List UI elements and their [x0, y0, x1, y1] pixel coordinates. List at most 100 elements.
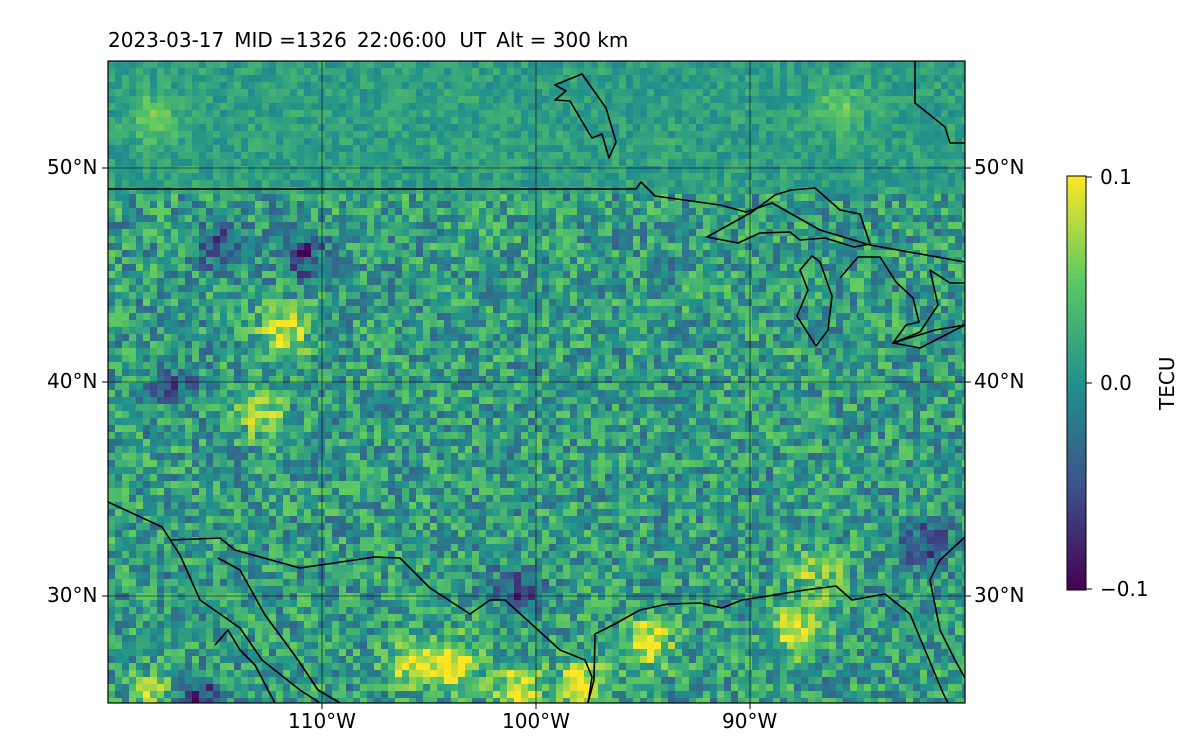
heatmap-cell — [570, 208, 578, 216]
heatmap-cell — [829, 187, 837, 195]
heatmap-cell — [927, 68, 935, 76]
heatmap-cell — [360, 327, 368, 335]
heatmap-cell — [409, 292, 417, 300]
heatmap-cell — [864, 166, 872, 174]
heatmap-cell — [885, 320, 893, 328]
heatmap-cell — [808, 173, 816, 181]
heatmap-cell — [535, 201, 543, 209]
heatmap-cell — [822, 152, 830, 160]
heatmap-cell — [843, 68, 851, 76]
heatmap-cell — [311, 313, 319, 321]
heatmap-cell — [577, 341, 585, 349]
heatmap-cell — [402, 229, 410, 237]
heatmap-cell — [836, 103, 844, 111]
heatmap-cell — [584, 271, 592, 279]
heatmap-cell — [388, 285, 396, 293]
heatmap-cell — [164, 180, 172, 188]
heatmap-cell — [500, 61, 508, 69]
heatmap-cell — [199, 145, 207, 153]
heatmap-cell — [381, 222, 389, 230]
heatmap-cell — [773, 159, 781, 167]
heatmap-cell — [584, 278, 592, 286]
heatmap-cell — [178, 208, 186, 216]
heatmap-cell — [367, 243, 375, 251]
heatmap-cell — [108, 117, 116, 125]
heatmap-cell — [598, 75, 606, 83]
heatmap-cell — [290, 131, 298, 139]
heatmap-cell — [899, 180, 907, 188]
heatmap-cell — [346, 257, 354, 265]
heatmap-cell — [472, 61, 480, 69]
heatmap-cell — [360, 82, 368, 90]
heatmap-cell — [808, 124, 816, 132]
heatmap-cell — [262, 124, 270, 132]
heatmap-cell — [542, 82, 550, 90]
heatmap-cell — [325, 313, 333, 321]
heatmap-cell — [542, 236, 550, 244]
heatmap-cell — [640, 236, 648, 244]
heatmap-cell — [619, 313, 627, 321]
heatmap-cell — [304, 320, 312, 328]
heatmap-cell — [227, 138, 235, 146]
heatmap-cell — [374, 243, 382, 251]
heatmap-cell — [143, 194, 151, 202]
heatmap-cell — [136, 208, 144, 216]
heatmap-cell — [367, 215, 375, 223]
heatmap-cell — [269, 145, 277, 153]
heatmap-cell — [920, 166, 928, 174]
heatmap-cell — [836, 166, 844, 174]
heatmap-cell — [451, 341, 459, 349]
heatmap-cell — [409, 68, 417, 76]
heatmap-cell — [122, 89, 130, 97]
heatmap-cell — [220, 138, 228, 146]
heatmap-cell — [724, 89, 732, 97]
heatmap-cell — [745, 278, 753, 286]
heatmap-cell — [612, 285, 620, 293]
heatmap-cell — [633, 75, 641, 83]
heatmap-cell — [773, 103, 781, 111]
heatmap-cell — [255, 180, 263, 188]
heatmap-cell — [647, 285, 655, 293]
heatmap-cell — [276, 306, 284, 314]
heatmap-cell — [493, 208, 501, 216]
heatmap-cell — [717, 292, 725, 300]
heatmap-cell — [486, 299, 494, 307]
heatmap-cell — [164, 131, 172, 139]
heatmap-cell — [276, 117, 284, 125]
heatmap-cell — [843, 243, 851, 251]
heatmap-cell — [549, 145, 557, 153]
heatmap-cell — [759, 131, 767, 139]
heatmap-cell — [269, 243, 277, 251]
heatmap-cell — [927, 229, 935, 237]
heatmap-cell — [458, 201, 466, 209]
heatmap-cell — [199, 208, 207, 216]
heatmap-cell — [829, 320, 837, 328]
heatmap-cell — [682, 166, 690, 174]
heatmap-cell — [717, 131, 725, 139]
heatmap-cell — [262, 278, 270, 286]
heatmap-cell — [906, 257, 914, 265]
heatmap-cell — [234, 215, 242, 223]
heatmap-cell — [353, 264, 361, 272]
heatmap-cell — [619, 257, 627, 265]
heatmap-cell — [451, 264, 459, 272]
heatmap-cell — [150, 222, 158, 230]
heatmap-cell — [570, 313, 578, 321]
heatmap-cell — [332, 187, 340, 195]
heatmap-cell — [787, 222, 795, 230]
heatmap-cell — [591, 306, 599, 314]
heatmap-cell — [619, 180, 627, 188]
heatmap-cell — [661, 243, 669, 251]
heatmap-cell — [955, 124, 963, 132]
heatmap-cell — [353, 180, 361, 188]
heatmap-cell — [276, 110, 284, 118]
heatmap-cell — [556, 201, 564, 209]
heatmap-cell — [563, 313, 571, 321]
heatmap-cell — [843, 159, 851, 167]
heatmap-cell — [248, 96, 256, 104]
heatmap-cell — [864, 285, 872, 293]
heatmap-cell — [416, 271, 424, 279]
heatmap-cell — [752, 236, 760, 244]
heatmap-cell — [416, 299, 424, 307]
heatmap-cell — [829, 257, 837, 265]
